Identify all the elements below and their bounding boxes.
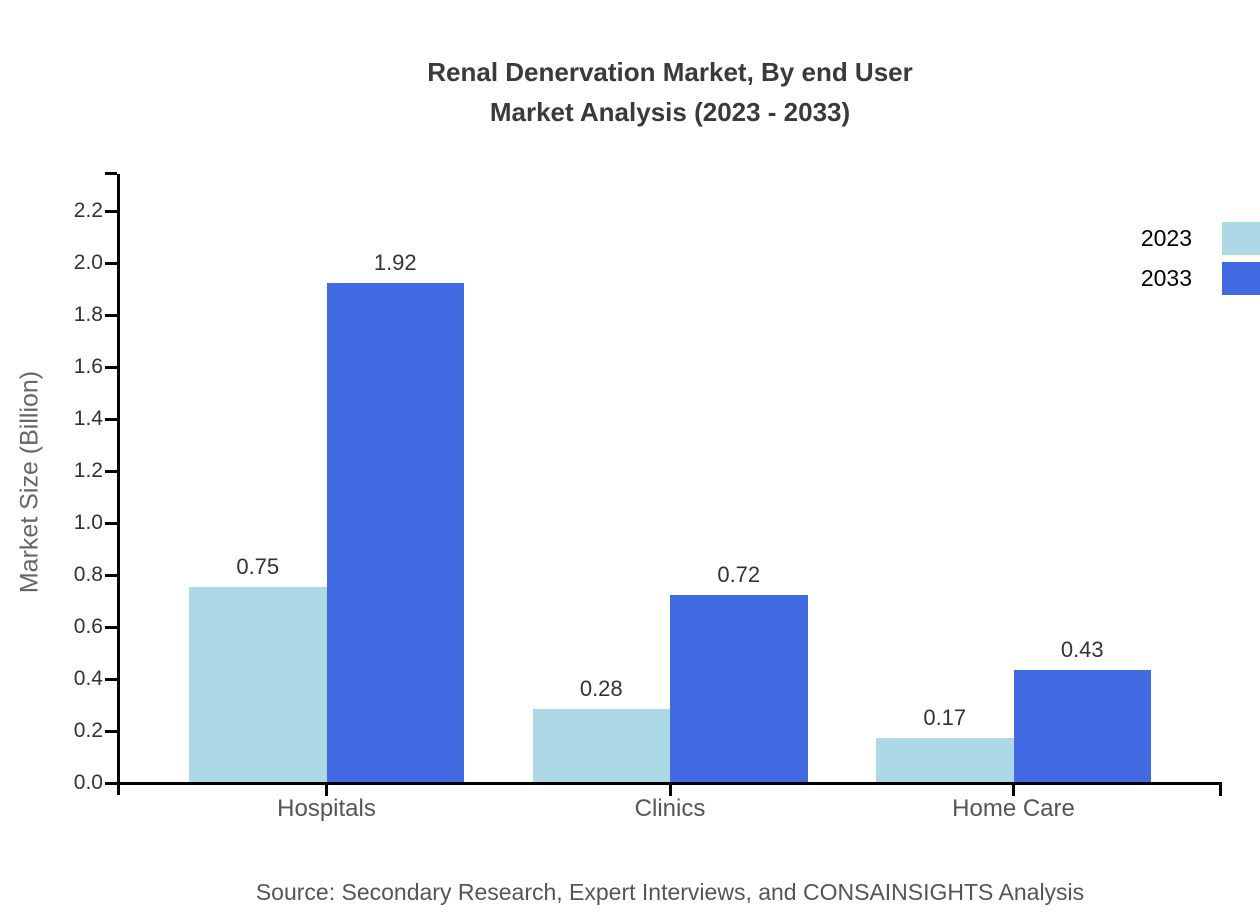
y-tick-label: 1.4 bbox=[73, 407, 103, 430]
category-label-clinics: Clinics bbox=[634, 795, 706, 822]
bar-value-label: 0.43 bbox=[1060, 637, 1104, 663]
chart-title: Renal Denervation Market, By end User Ma… bbox=[80, 52, 1260, 132]
bar-value-label: 1.92 bbox=[373, 249, 417, 275]
y-tick-mark bbox=[105, 417, 117, 421]
bar-value-label: 0.72 bbox=[717, 561, 761, 587]
y-tick-label: 0.4 bbox=[73, 667, 103, 690]
category-label-hospitals: Hospitals bbox=[277, 795, 376, 822]
legend-item-2023: 2023 bbox=[1072, 222, 1260, 255]
source-note: Source: Secondary Research, Expert Inter… bbox=[255, 879, 1085, 905]
y-tick-mark bbox=[105, 209, 117, 213]
legend-label: 2033 bbox=[1140, 265, 1192, 291]
y-tick-label: 0.2 bbox=[73, 719, 103, 742]
y-axis-end-tick bbox=[105, 172, 117, 175]
bar-2033-home-care bbox=[1013, 670, 1151, 782]
x-axis-end-tick bbox=[1219, 783, 1222, 796]
bar-2023-clinics bbox=[532, 709, 670, 782]
y-tick-mark bbox=[105, 729, 117, 733]
y-tick-mark bbox=[105, 313, 117, 317]
y-tick-mark bbox=[105, 469, 117, 473]
x-tick-mark bbox=[1012, 784, 1015, 796]
x-tick-mark bbox=[325, 784, 328, 796]
bar-2033-hospitals bbox=[326, 282, 464, 782]
legend-swatch bbox=[1222, 222, 1260, 255]
y-tick-label: 1.2 bbox=[73, 459, 103, 482]
legend-label: 2023 bbox=[1140, 225, 1192, 251]
y-tick-mark bbox=[105, 625, 117, 629]
y-tick-label: 0.0 bbox=[73, 771, 103, 794]
legend-swatch bbox=[1222, 262, 1260, 295]
y-tick-mark bbox=[105, 261, 117, 265]
bar-2023-hospitals bbox=[189, 587, 327, 782]
y-axis-spine bbox=[116, 174, 120, 795]
y-tick-mark bbox=[105, 781, 117, 785]
y-tick-label: 2.2 bbox=[73, 199, 103, 222]
chart-title-line1: Renal Denervation Market, By end User bbox=[427, 57, 913, 87]
y-tick-mark bbox=[105, 573, 117, 577]
y-tick-mark bbox=[105, 365, 117, 369]
bar-value-label: 0.17 bbox=[923, 704, 967, 730]
chart-title-line2: Market Analysis (2023 - 2033) bbox=[489, 97, 851, 127]
y-tick-mark bbox=[105, 677, 117, 681]
bar-value-label: 0.28 bbox=[579, 676, 623, 702]
x-tick-mark bbox=[668, 784, 672, 796]
bar-value-label: 0.75 bbox=[236, 554, 280, 579]
y-axis-title: Market Size (Billion) bbox=[15, 370, 44, 594]
x-axis-spine bbox=[105, 781, 1222, 785]
y-tick-label: 0.8 bbox=[73, 563, 103, 586]
y-tick-label: 1.6 bbox=[73, 355, 103, 378]
y-tick-label: 0.6 bbox=[73, 615, 103, 638]
y-tick-label: 1.8 bbox=[73, 303, 103, 326]
legend-item-2033: 2033 bbox=[1072, 262, 1260, 295]
category-label-home-care: Home Care bbox=[952, 795, 1075, 822]
y-tick-label: 1.0 bbox=[73, 511, 103, 534]
bar-2033-clinics bbox=[670, 594, 808, 782]
bar-2023-home-care bbox=[876, 737, 1014, 782]
y-tick-label: 2.0 bbox=[73, 251, 103, 274]
y-tick-mark bbox=[105, 521, 117, 525]
